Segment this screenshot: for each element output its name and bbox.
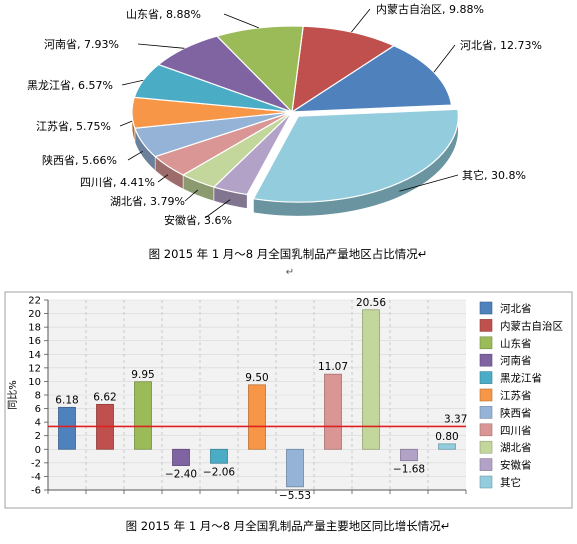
bar-value-label: 6.62 — [93, 391, 116, 403]
legend-swatch — [479, 301, 493, 315]
pie-slice — [215, 25, 304, 114]
bar-value-label: −2.40 — [165, 469, 197, 481]
pie-slice-label: 内蒙古自治区, 9.88% — [376, 2, 484, 16]
y-tick-label: 0 — [35, 445, 41, 456]
legend-label: 其它 — [500, 476, 521, 489]
legend-swatch — [479, 336, 493, 350]
pie-slice — [289, 45, 453, 113]
y-tick-label: 14 — [28, 350, 41, 361]
bar-value-label: 11.07 — [318, 361, 348, 373]
pie-slice-label: 河北省, 12.73% — [460, 39, 542, 52]
bar — [134, 381, 152, 450]
bar-value-label: 0.80 — [435, 431, 458, 443]
legend-swatch — [479, 423, 493, 437]
pie-slice-label: 陕西省, 5.66% — [42, 153, 117, 167]
pie-slice-label: 河南省, 7.93% — [44, 38, 119, 51]
y-tick-label: -6 — [31, 486, 41, 497]
pie-leader-line — [119, 120, 133, 127]
legend-swatch — [479, 353, 493, 367]
bar — [286, 448, 304, 488]
y-tick-label: 8 — [35, 391, 41, 402]
reference-line-label: 3.37 — [444, 413, 467, 425]
pie-slice-label: 安徽省, 3.6% — [164, 213, 232, 227]
paragraph-mark: ↵ — [286, 267, 294, 278]
legend-swatch — [479, 319, 493, 332]
y-tick-label: 12 — [28, 363, 41, 374]
bar-value-label: 20.56 — [356, 297, 386, 309]
bar-value-label: −2.06 — [203, 466, 235, 478]
pie-slice-label: 黑龙江省, 6.57% — [27, 79, 113, 92]
bar — [58, 406, 76, 450]
pie-slice-label: 湖北省, 3.79% — [110, 195, 185, 208]
y-tick-label: 18 — [28, 323, 41, 334]
pie-leader-line — [121, 79, 144, 86]
pie-slice — [291, 25, 396, 114]
pie-leader-line — [184, 189, 199, 202]
bar — [400, 448, 418, 462]
legend-swatch — [479, 440, 493, 454]
pie-leader-line — [157, 174, 169, 183]
y-tick-label: 16 — [28, 336, 41, 347]
pie-slice-label: 四川省, 4.41% — [80, 176, 155, 189]
y-tick-label: 20 — [28, 309, 41, 320]
pie-slice-label: 江苏省, 5.75% — [36, 120, 111, 133]
pie-leader-line — [433, 44, 456, 73]
pie-leader-line — [127, 150, 143, 161]
bar — [438, 443, 456, 450]
legend-swatch — [479, 458, 493, 471]
pie-chart-title: 图 2015 年 1 月～8 月全国乳制品产量地区占比情况↵ — [149, 247, 428, 261]
y-tick-label: 4 — [35, 418, 41, 429]
y-axis-label: 同比% — [7, 380, 19, 410]
bar — [210, 448, 228, 464]
legend-swatch — [479, 475, 493, 489]
bar-value-label: 9.50 — [245, 372, 268, 384]
legend-label: 安徽省 — [500, 459, 532, 472]
y-tick-label: 2 — [35, 431, 41, 442]
pie-leader-line — [351, 8, 371, 33]
bar-chart-title: 图 2015 年 1 月～8 月全国乳制品产量主要地区同比增长情况↵ — [126, 519, 451, 533]
legend-label: 四川省 — [500, 424, 532, 437]
bar — [248, 384, 266, 450]
pie-slice-label: 其它, 30.8% — [462, 168, 526, 182]
bar-value-label: −5.53 — [279, 490, 311, 502]
legend-label: 陕西省 — [500, 406, 532, 419]
pie-chart: 内蒙古自治区, 9.88% 河北省, 12.73% 其它, 30.8% 安徽省, 3.… — [27, 2, 542, 227]
legend-swatch — [479, 388, 493, 402]
legend-label: 河南省 — [500, 354, 532, 367]
bar — [362, 309, 380, 450]
y-tick-label: -4 — [31, 472, 41, 483]
pie-leader-line — [204, 199, 231, 219]
pie-leader-line — [223, 13, 259, 29]
legend-label: 内蒙古自治区 — [500, 319, 563, 332]
pie-leader-line — [399, 174, 459, 192]
legend-label: 山东省 — [500, 337, 532, 350]
pie-slice — [252, 108, 459, 203]
legend-swatch — [479, 406, 493, 419]
pie-leader-line — [137, 43, 185, 49]
y-tick-label: 10 — [28, 377, 41, 388]
legend-swatch — [479, 371, 493, 384]
pie-slice-label: 山东省, 8.88% — [126, 8, 201, 21]
y-tick-label: -2 — [31, 458, 41, 469]
bar-value-label: 6.18 — [55, 394, 78, 406]
legend-label: 河北省 — [500, 302, 532, 315]
y-tick-label: 22 — [28, 296, 41, 307]
legend-label: 黑龙江省 — [500, 372, 542, 385]
bar-value-label: −1.68 — [393, 464, 425, 476]
y-tick-label: 6 — [35, 404, 41, 415]
legend-label: 江苏省 — [500, 389, 532, 402]
bar-value-label: 9.95 — [131, 369, 154, 381]
bar — [172, 448, 190, 466]
bar — [324, 373, 342, 450]
legend-label: 湖北省 — [500, 441, 532, 454]
